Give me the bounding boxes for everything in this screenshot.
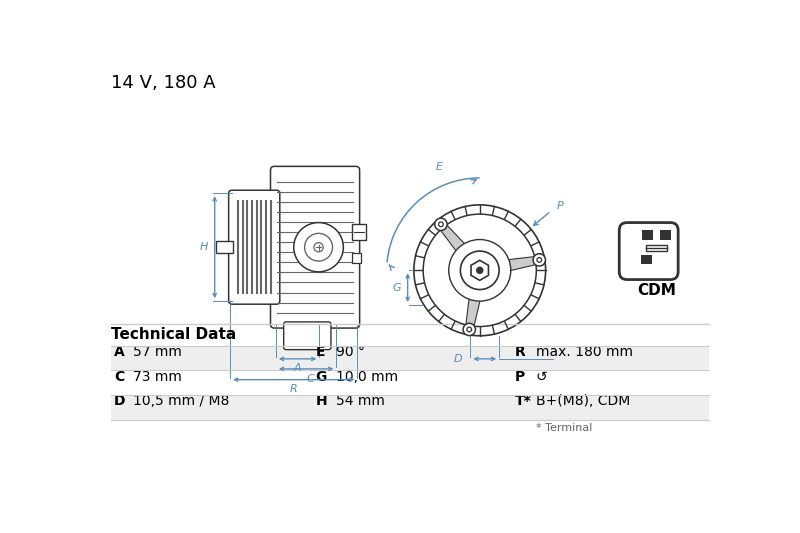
- Text: C: C: [306, 374, 314, 384]
- Text: Technical Data: Technical Data: [111, 327, 236, 342]
- Circle shape: [537, 257, 542, 262]
- Text: H: H: [315, 394, 327, 408]
- Bar: [352, 253, 361, 263]
- Text: 73 mm: 73 mm: [133, 369, 182, 384]
- Bar: [111, 346, 709, 370]
- Text: 90 °: 90 °: [336, 345, 366, 359]
- Text: R: R: [290, 384, 298, 394]
- Text: H: H: [200, 242, 209, 252]
- Text: ↺: ↺: [535, 369, 547, 384]
- Circle shape: [463, 324, 475, 336]
- Circle shape: [467, 327, 471, 332]
- Text: E: E: [315, 345, 325, 359]
- Text: 10,0 mm: 10,0 mm: [336, 369, 398, 384]
- FancyBboxPatch shape: [270, 166, 360, 328]
- Circle shape: [294, 223, 343, 272]
- Text: D: D: [454, 354, 462, 364]
- Text: G: G: [393, 282, 402, 293]
- Bar: [352, 224, 366, 239]
- Circle shape: [438, 222, 443, 227]
- Text: A: A: [294, 364, 302, 374]
- Bar: [111, 370, 709, 395]
- Text: 10,5 mm / M8: 10,5 mm / M8: [133, 394, 229, 408]
- Polygon shape: [438, 222, 472, 260]
- Text: 14 V, 180 A: 14 V, 180 A: [111, 74, 215, 92]
- Circle shape: [305, 233, 333, 261]
- Text: 54 mm: 54 mm: [336, 394, 386, 408]
- Bar: [641, 255, 652, 264]
- FancyBboxPatch shape: [284, 322, 331, 350]
- Circle shape: [314, 243, 323, 252]
- Bar: [642, 230, 653, 239]
- Text: CDM: CDM: [637, 284, 676, 298]
- Circle shape: [449, 239, 510, 301]
- Text: R: R: [514, 345, 526, 359]
- Text: C: C: [114, 369, 124, 384]
- Circle shape: [477, 267, 483, 273]
- Text: A: A: [114, 345, 125, 359]
- Circle shape: [414, 205, 546, 336]
- Text: D: D: [114, 394, 126, 408]
- Bar: [646, 245, 667, 251]
- Circle shape: [460, 251, 499, 289]
- Polygon shape: [498, 256, 540, 273]
- Bar: [111, 395, 709, 419]
- Text: max. 180 mm: max. 180 mm: [535, 345, 633, 359]
- Polygon shape: [471, 260, 489, 280]
- Circle shape: [423, 214, 536, 327]
- Polygon shape: [466, 288, 482, 330]
- Bar: [660, 230, 671, 239]
- Text: * Terminal: * Terminal: [535, 423, 592, 433]
- Text: P: P: [514, 369, 525, 384]
- FancyBboxPatch shape: [619, 223, 678, 280]
- Text: G: G: [315, 369, 327, 384]
- Bar: [216, 241, 234, 253]
- Text: E: E: [436, 161, 443, 172]
- Text: T*: T*: [514, 394, 531, 408]
- Circle shape: [434, 218, 447, 230]
- FancyBboxPatch shape: [229, 190, 280, 304]
- Text: 57 mm: 57 mm: [133, 345, 182, 359]
- Circle shape: [533, 254, 546, 266]
- Text: B+(M8), CDM: B+(M8), CDM: [535, 394, 630, 408]
- Text: P: P: [557, 201, 564, 211]
